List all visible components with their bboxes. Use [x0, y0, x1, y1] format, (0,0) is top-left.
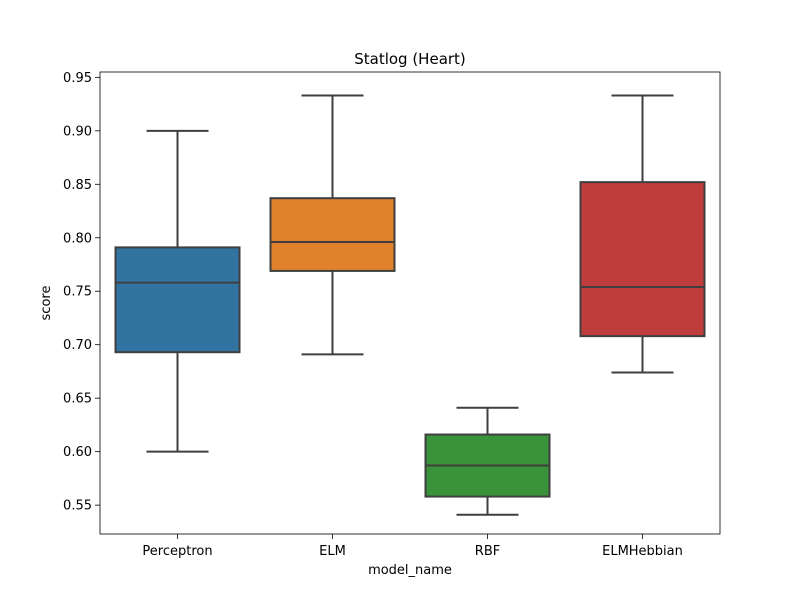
box-rbf	[424, 406, 551, 516]
iqr-box-elmhebbian	[579, 181, 706, 338]
boxes-layer	[114, 94, 706, 516]
box-elm	[269, 94, 396, 356]
iqr-box-elm	[269, 197, 396, 272]
x-axis-title: model_name	[368, 563, 452, 578]
y-tick-label: 0.70	[63, 338, 92, 353]
y-tick-label: 0.55	[63, 499, 92, 514]
y-tick-label: 0.80	[63, 231, 92, 246]
x-tick-label: ELMHebbian	[602, 544, 683, 559]
plot-area-frame	[99, 71, 721, 535]
chart-title: Statlog (Heart)	[354, 50, 466, 68]
y-axis: 0.55 0.60 0.65 0.70 0.75 0.80 0.85 0.90 0.95	[63, 71, 100, 514]
box-elmhebbian	[579, 94, 706, 374]
box-perceptron	[114, 129, 241, 453]
y-axis-title: score	[39, 286, 54, 321]
y-tick-label: 0.60	[63, 445, 92, 460]
x-tick-label: RBF	[475, 544, 500, 559]
iqr-box-perceptron	[114, 246, 241, 354]
x-tick-label: ELM	[319, 544, 346, 559]
y-tick-label: 0.75	[63, 285, 92, 300]
y-tick-label: 0.95	[63, 71, 92, 86]
y-tick-label: 0.65	[63, 392, 92, 407]
x-tick-label: Perceptron	[142, 544, 212, 559]
y-tick-label: 0.90	[63, 124, 92, 139]
y-tick-label: 0.85	[63, 178, 92, 193]
x-axis: Perceptron ELM RBF ELMHebbian	[142, 534, 683, 559]
